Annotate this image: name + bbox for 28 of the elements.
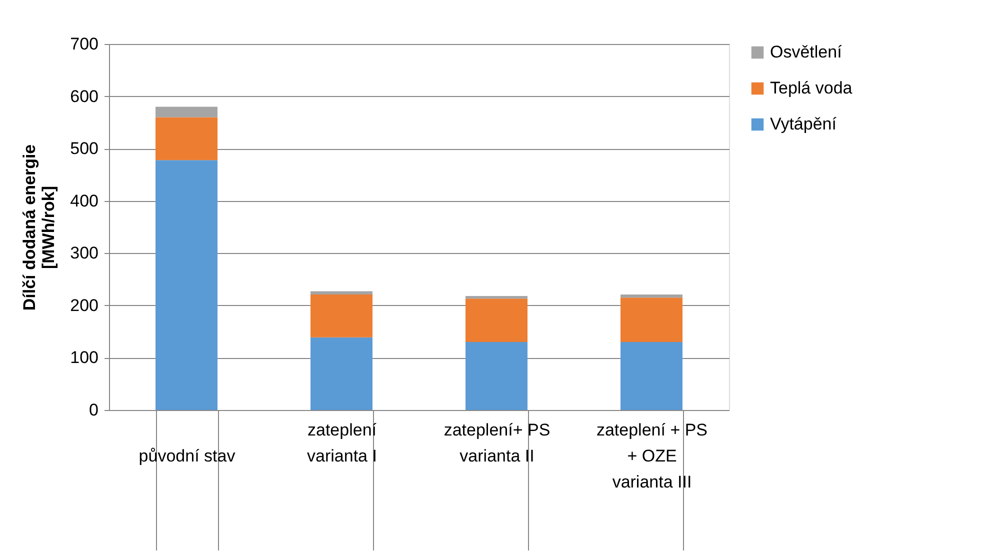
y-tick-label: 500 xyxy=(70,139,98,158)
bar xyxy=(620,342,682,410)
y-axis-title: Dílčí dodaná energie [MWh/rok] xyxy=(20,144,58,311)
bar xyxy=(156,160,218,410)
y-tick-label: 0 xyxy=(89,400,98,420)
y-tick-label: 400 xyxy=(70,191,98,210)
bar xyxy=(466,342,528,410)
y-tick-label: 200 xyxy=(70,296,98,315)
x-tick-label: zateplení varianta I xyxy=(307,420,377,466)
x-tick-label: zateplení + PS + OZE varianta III xyxy=(596,420,708,492)
bar xyxy=(620,294,682,298)
bar xyxy=(466,296,528,299)
bar xyxy=(620,298,682,342)
bar xyxy=(310,337,372,410)
x-tick-label: zateplení+ PS varianta II xyxy=(444,420,550,466)
bar xyxy=(310,291,372,294)
bar xyxy=(156,106,218,118)
y-tick-label: 600 xyxy=(70,86,98,106)
legend-label: Vytápění xyxy=(770,114,837,134)
bar xyxy=(466,298,528,342)
y-tick-label: 100 xyxy=(70,348,98,368)
y-tick-label: 300 xyxy=(70,244,98,263)
bar xyxy=(156,117,218,160)
x-tick-label: původní stav xyxy=(138,446,236,466)
legend-label: Teplá voda xyxy=(770,78,853,98)
y-tick-label: 700 xyxy=(70,34,98,54)
legend-label: Osvětlení xyxy=(770,42,842,62)
bar xyxy=(310,294,372,338)
